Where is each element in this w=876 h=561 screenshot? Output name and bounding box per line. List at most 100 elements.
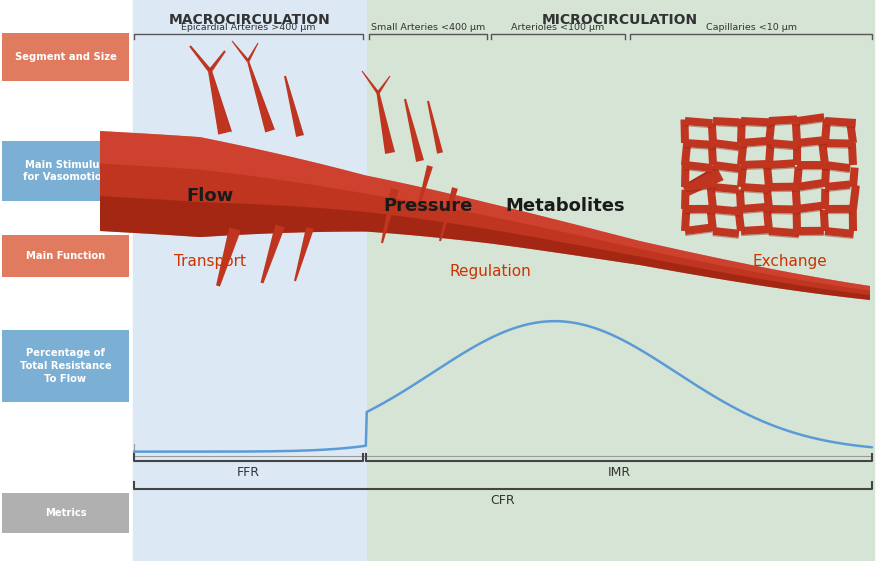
Polygon shape [681, 142, 691, 165]
Polygon shape [689, 142, 691, 167]
Polygon shape [797, 144, 827, 148]
Polygon shape [769, 213, 798, 215]
Polygon shape [797, 169, 827, 170]
Polygon shape [771, 210, 773, 232]
Polygon shape [741, 191, 768, 194]
Polygon shape [771, 163, 773, 188]
Text: Main Stimulus
for Vasomotion: Main Stimulus for Vasomotion [23, 159, 109, 182]
Polygon shape [796, 202, 823, 213]
Polygon shape [712, 147, 738, 151]
Bar [2, 33, 129, 81]
Text: Metabolites: Metabolites [505, 197, 625, 215]
Polygon shape [769, 167, 795, 170]
Polygon shape [824, 227, 854, 238]
Polygon shape [208, 50, 226, 72]
Polygon shape [741, 145, 772, 148]
Polygon shape [284, 76, 304, 137]
Polygon shape [247, 43, 258, 62]
Polygon shape [379, 93, 395, 154]
Polygon shape [716, 144, 717, 166]
Polygon shape [825, 205, 851, 213]
Polygon shape [826, 142, 829, 165]
Polygon shape [741, 125, 772, 127]
Polygon shape [825, 213, 851, 214]
Polygon shape [708, 123, 717, 143]
Polygon shape [706, 184, 717, 209]
Polygon shape [713, 213, 741, 217]
Polygon shape [706, 165, 717, 187]
Polygon shape [682, 166, 724, 196]
Polygon shape [713, 205, 742, 215]
Polygon shape [857, 168, 858, 188]
Polygon shape [824, 181, 851, 191]
Polygon shape [189, 45, 212, 72]
Text: Metrics: Metrics [45, 508, 87, 518]
Bar [2, 493, 129, 533]
Polygon shape [684, 169, 711, 173]
Polygon shape [712, 191, 738, 195]
Polygon shape [744, 189, 745, 210]
Polygon shape [797, 235, 823, 236]
Polygon shape [796, 179, 823, 191]
Text: CFR: CFR [491, 494, 515, 507]
Polygon shape [377, 93, 395, 154]
Polygon shape [685, 147, 715, 150]
Text: Regulation: Regulation [449, 264, 531, 278]
Polygon shape [801, 167, 802, 188]
Polygon shape [769, 159, 795, 169]
Polygon shape [793, 210, 801, 231]
Polygon shape [212, 52, 226, 73]
Polygon shape [818, 142, 829, 165]
Polygon shape [681, 119, 689, 143]
Polygon shape [846, 121, 857, 144]
Polygon shape [681, 162, 689, 187]
Polygon shape [798, 187, 823, 192]
Polygon shape [741, 136, 772, 147]
Polygon shape [796, 136, 827, 147]
Polygon shape [714, 184, 717, 210]
Polygon shape [712, 169, 739, 174]
Polygon shape [713, 117, 739, 126]
Polygon shape [769, 227, 799, 237]
Polygon shape [773, 143, 774, 167]
Polygon shape [854, 121, 857, 144]
Polygon shape [769, 191, 795, 192]
Polygon shape [212, 71, 232, 134]
Polygon shape [406, 99, 424, 161]
Polygon shape [286, 76, 304, 136]
Text: Percentage of
Total Resistance
To Flow: Percentage of Total Resistance To Flow [19, 348, 111, 384]
Polygon shape [100, 131, 870, 291]
Polygon shape [208, 71, 232, 135]
Polygon shape [821, 118, 831, 143]
Polygon shape [684, 223, 713, 235]
Polygon shape [736, 189, 745, 209]
Polygon shape [769, 116, 797, 125]
Text: Capillaries <10 μm: Capillaries <10 μm [705, 23, 796, 32]
Polygon shape [260, 224, 275, 283]
Polygon shape [742, 206, 745, 232]
Polygon shape [439, 187, 458, 241]
Polygon shape [100, 196, 870, 300]
Polygon shape [685, 125, 712, 128]
Polygon shape [231, 41, 249, 62]
Polygon shape [741, 226, 770, 235]
Polygon shape [737, 142, 747, 165]
Polygon shape [765, 121, 775, 144]
Polygon shape [429, 101, 443, 153]
Polygon shape [769, 183, 795, 191]
Text: FFR: FFR [237, 466, 260, 479]
Polygon shape [706, 206, 717, 232]
Polygon shape [247, 61, 275, 132]
Polygon shape [260, 224, 285, 283]
Polygon shape [685, 205, 711, 213]
Polygon shape [712, 227, 739, 238]
Polygon shape [793, 167, 802, 187]
Polygon shape [249, 61, 275, 131]
Text: Transport: Transport [174, 254, 246, 269]
Polygon shape [849, 207, 857, 231]
Polygon shape [828, 210, 829, 232]
Polygon shape [741, 233, 770, 236]
Text: MACROCIRCULATION: MACROCIRCULATION [168, 13, 330, 27]
Text: IMR: IMR [607, 466, 631, 479]
Polygon shape [771, 187, 773, 210]
